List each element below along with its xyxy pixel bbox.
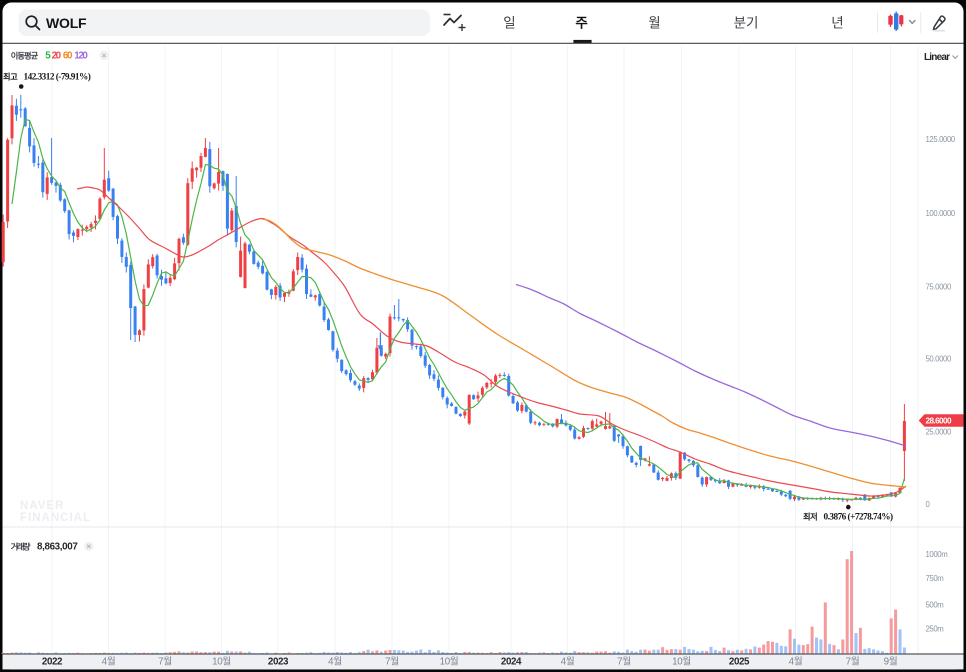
- svg-text:8,863,007: 8,863,007: [37, 542, 78, 553]
- svg-text:이동평균: 이동평균: [11, 51, 39, 61]
- svg-text:NAVER: NAVER: [20, 500, 64, 512]
- svg-text:142.3312 (-79.91%): 142.3312 (-79.91%): [24, 71, 91, 82]
- svg-text:0: 0: [926, 500, 931, 509]
- svg-text:4월: 4월: [789, 655, 803, 667]
- svg-text:7월: 7월: [846, 655, 860, 667]
- svg-text:9월: 9월: [884, 655, 898, 667]
- svg-text:125.0000: 125.0000: [926, 135, 956, 144]
- svg-text:년: 년: [831, 16, 843, 31]
- svg-text:4월: 4월: [561, 655, 575, 667]
- svg-text:120: 120: [74, 51, 88, 62]
- svg-text:28.6000: 28.6000: [926, 417, 952, 426]
- svg-text:250m: 250m: [926, 625, 944, 634]
- svg-text:10월: 10월: [672, 655, 691, 667]
- svg-text:750m: 750m: [926, 574, 944, 583]
- svg-text:7월: 7월: [158, 655, 172, 667]
- svg-text:0.3876 (+7278.74%): 0.3876 (+7278.74%): [824, 511, 893, 522]
- svg-text:4월: 4월: [102, 655, 116, 667]
- svg-text:2022: 2022: [42, 656, 63, 667]
- svg-text:2024: 2024: [501, 656, 522, 667]
- svg-text:10월: 10월: [440, 655, 459, 667]
- svg-text:거래량: 거래량: [11, 542, 31, 552]
- svg-text:최저: 최저: [803, 511, 817, 521]
- svg-text:5: 5: [45, 51, 51, 62]
- svg-text:월: 월: [648, 16, 660, 31]
- svg-text:2023: 2023: [268, 656, 289, 667]
- svg-text:4월: 4월: [328, 655, 342, 667]
- svg-text:WOLF: WOLF: [46, 15, 87, 31]
- svg-text:50.0000: 50.0000: [926, 355, 952, 364]
- svg-text:25.0000: 25.0000: [926, 428, 952, 437]
- svg-text:7월: 7월: [385, 655, 399, 667]
- svg-text:최고: 최고: [3, 71, 18, 81]
- svg-text:FINANCIAL: FINANCIAL: [20, 512, 91, 524]
- svg-text:1000m: 1000m: [926, 550, 948, 559]
- svg-text:10월: 10월: [212, 655, 231, 667]
- svg-text:주: 주: [575, 16, 587, 31]
- svg-text:분기: 분기: [734, 16, 759, 31]
- svg-text:500m: 500m: [926, 601, 944, 610]
- svg-text:20: 20: [52, 51, 62, 62]
- svg-text:2025: 2025: [729, 656, 750, 667]
- svg-text:일: 일: [503, 16, 515, 31]
- svg-text:60: 60: [63, 51, 73, 62]
- svg-text:75.0000: 75.0000: [926, 283, 952, 292]
- svg-text:7월: 7월: [617, 655, 631, 667]
- svg-text:Linear: Linear: [924, 52, 950, 63]
- svg-text:100.0000: 100.0000: [926, 209, 956, 218]
